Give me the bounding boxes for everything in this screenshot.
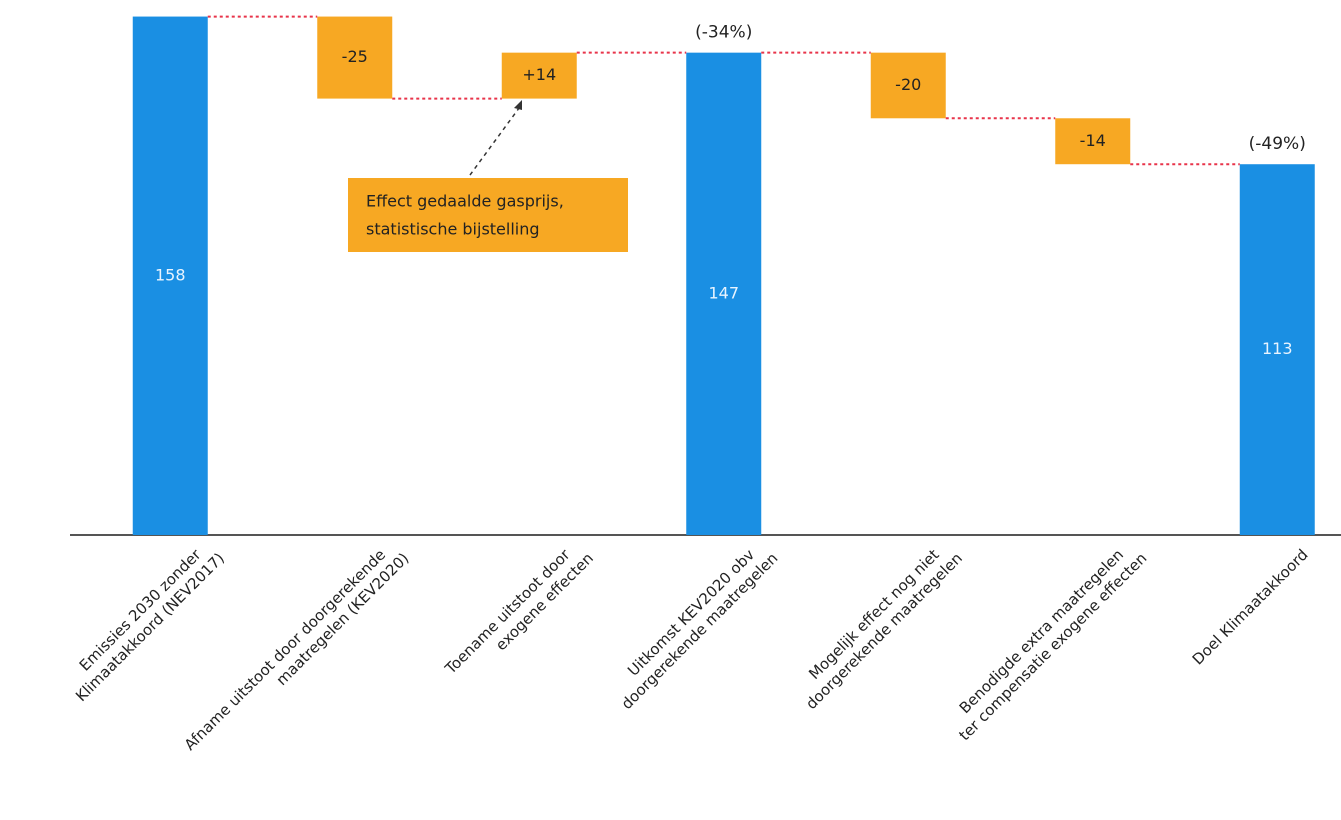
callout-arrow — [514, 100, 522, 110]
callout-pointer — [469, 103, 523, 176]
callout-line: statistische bijstelling — [366, 220, 540, 239]
delta-bar — [317, 16, 393, 99]
x-tick-label-line: Emissies 2030 zonder — [75, 545, 204, 674]
value-label: 158 — [155, 265, 186, 284]
value-label: +14 — [522, 65, 556, 84]
callout-line: Effect gedaalde gasprijs, — [366, 192, 564, 211]
value-label: -14 — [1080, 131, 1106, 150]
delta-bar — [501, 52, 577, 99]
value-label: -20 — [895, 75, 921, 94]
x-tick-label: Toename uitstoot doorexogene effecten — [441, 535, 597, 691]
x-tick-label: Mogelijk effect nog nietdoorgerekende ma… — [788, 535, 965, 712]
value-label: 113 — [1262, 339, 1293, 358]
x-tick-label-line: maatregelen (KEV2020) — [272, 549, 412, 689]
x-tick-label-line: Toename uitstoot door — [441, 545, 574, 678]
percent-label: (-34%) — [695, 23, 752, 43]
x-tick-label: Emissies 2030 zonderKlimaatakkoord (NEV2… — [58, 535, 227, 704]
total-bar — [1239, 164, 1315, 535]
value-label: 147 — [708, 283, 739, 302]
x-tick-label-line: ter compensatie exogene effecten — [955, 549, 1150, 744]
callout-box — [348, 178, 628, 252]
x-tick-label: Uitkomst KEV2020 obvdoorgerekende maatre… — [604, 535, 781, 712]
x-tick-label-line: doorgerekende maatregelen — [617, 549, 781, 713]
x-tick-label-line: Mogelijk effect nog niet — [805, 545, 942, 682]
x-tick-label-line: Benodigde extra maatregelen — [955, 545, 1126, 716]
delta-bar — [870, 52, 946, 119]
x-tick-label-line: Klimaatakkoord (NEV2017) — [72, 549, 228, 705]
x-tick-label: Doel Klimaatakkoord — [1188, 545, 1311, 668]
x-tick-label-line: doorgerekende maatregelen — [802, 549, 966, 713]
total-bar — [132, 16, 208, 535]
value-label: -25 — [342, 47, 368, 66]
x-tick-label-line: Uitkomst KEV2020 obv — [624, 545, 758, 679]
delta-bar — [1055, 118, 1131, 165]
x-tick-label-line: Doel Klimaatakkoord — [1188, 545, 1311, 668]
percent-label: (-49%) — [1249, 134, 1306, 154]
total-bar — [686, 52, 762, 535]
x-tick-label: Benodigde extra maatregelenter compensat… — [942, 535, 1150, 743]
